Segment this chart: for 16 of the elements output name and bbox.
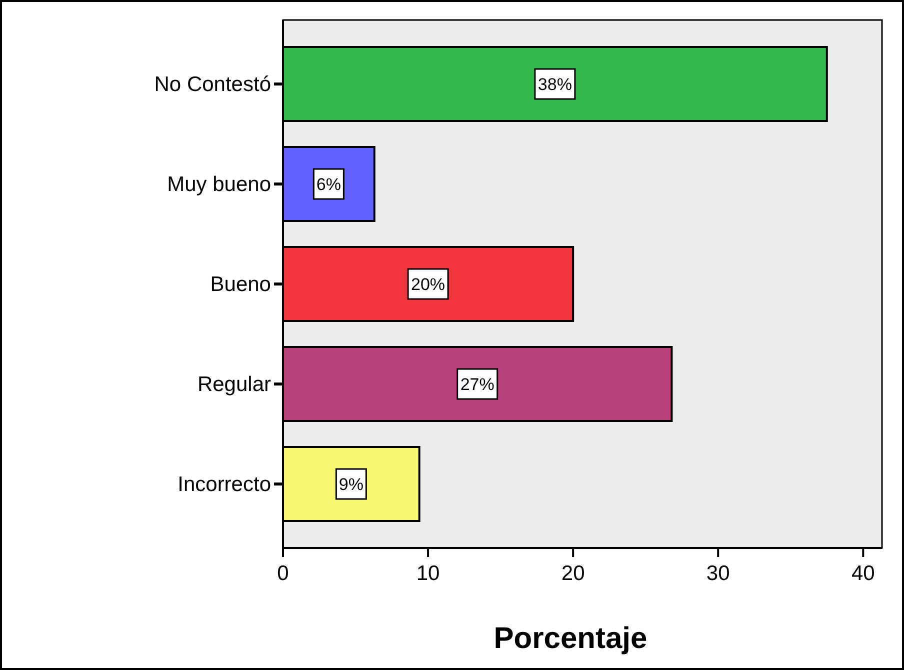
x-axis-title: Porcentaje — [494, 622, 648, 655]
y-tick-label: Muy bueno — [167, 173, 271, 196]
y-tick-label: No Contestó — [154, 73, 271, 96]
x-tick-label: 40 — [851, 562, 875, 585]
data-label: 38% — [538, 75, 572, 94]
data-label: 6% — [316, 175, 341, 194]
y-tick-label: Regular — [197, 373, 271, 396]
data-label: 20% — [411, 275, 446, 294]
data-label: 9% — [338, 475, 364, 494]
x-tick-label: 20 — [561, 562, 585, 585]
data-label: 27% — [460, 375, 494, 394]
x-tick-label: 30 — [706, 562, 730, 585]
x-tick-label: 10 — [416, 562, 440, 585]
x-tick-label: 0 — [277, 562, 289, 585]
y-tick-label: Incorrecto — [178, 473, 271, 496]
y-tick-label: Bueno — [210, 273, 271, 296]
